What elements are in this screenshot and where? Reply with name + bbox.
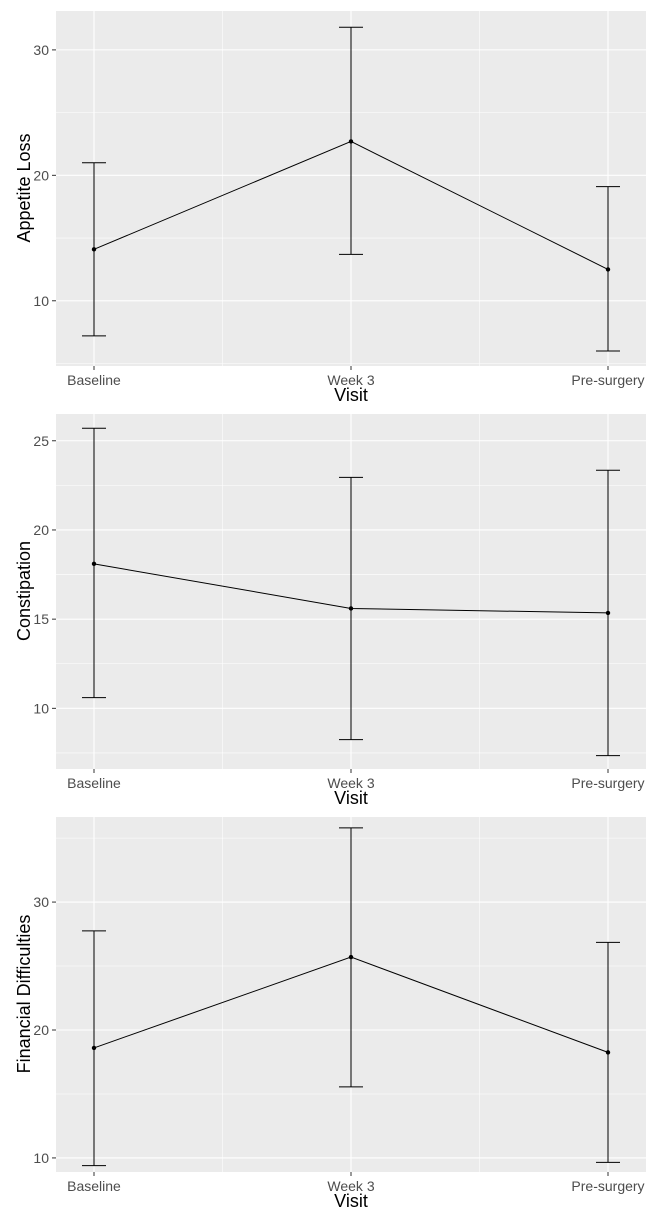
axis-ticks xyxy=(52,49,609,370)
y-tick-label: 15 xyxy=(33,611,49,627)
data-point xyxy=(348,606,354,611)
data-point xyxy=(605,1050,611,1055)
x-tick-labels: Baseline Week 3 Pre-surgery xyxy=(67,1178,644,1194)
y-tick-label: 30 xyxy=(33,42,49,58)
data-points xyxy=(91,139,611,272)
axis-ticks xyxy=(52,440,609,773)
x-tick-label: Pre-surgery xyxy=(571,775,644,791)
y-tick-labels: 10 15 20 25 xyxy=(33,433,49,717)
y-tick-label: 10 xyxy=(33,293,49,309)
data-points xyxy=(91,561,611,616)
y-tick-label: 30 xyxy=(33,894,49,910)
x-tick-labels: Baseline Week 3 Pre-surgery xyxy=(67,372,644,388)
error-bars xyxy=(82,26,620,352)
data-point xyxy=(348,954,354,960)
y-tick-labels: 10 20 30 xyxy=(33,894,49,1166)
data-point xyxy=(91,1045,97,1051)
data-point xyxy=(91,247,97,252)
y-tick-label: 10 xyxy=(33,700,49,716)
appetite-loss-chart: 10 20 30 Baseline Week 3 Pre-surgery Visit A… xyxy=(14,11,646,403)
y-axis-title: Financial Difficulties xyxy=(14,915,34,1074)
financial-difficulties-chart: 10 20 30 Baseline Week 3 Pre-surgery Visit F… xyxy=(14,817,646,1209)
data-point xyxy=(348,139,354,144)
x-axis-title: Visit xyxy=(334,1191,368,1209)
y-tick-label: 20 xyxy=(33,167,49,183)
x-axis-title: Visit xyxy=(334,385,368,403)
x-tick-label: Pre-surgery xyxy=(571,1178,644,1194)
x-tick-label: Baseline xyxy=(67,775,121,791)
y-axis-title: Constipation xyxy=(14,541,34,641)
x-tick-label: Week 3 xyxy=(327,372,374,388)
x-tick-label: Pre-surgery xyxy=(571,372,644,388)
x-tick-label: Baseline xyxy=(67,1178,121,1194)
x-tick-labels: Baseline Week 3 Pre-surgery xyxy=(67,775,644,791)
y-tick-label: 10 xyxy=(33,1150,49,1166)
y-tick-label: 20 xyxy=(33,522,49,538)
y-tick-label: 25 xyxy=(33,433,49,449)
data-point xyxy=(605,610,611,616)
x-tick-label: Week 3 xyxy=(327,1178,374,1194)
data-point xyxy=(605,267,611,272)
data-point xyxy=(91,561,97,567)
y-tick-labels: 10 20 30 xyxy=(33,42,49,309)
x-tick-label: Week 3 xyxy=(327,775,374,791)
x-tick-label: Baseline xyxy=(67,372,121,388)
constipation-chart: 10 15 20 25 Baseline Week 3 Pre-surgery Visit… xyxy=(14,414,646,806)
y-axis-title: Appetite Loss xyxy=(14,133,34,242)
x-axis-title: Visit xyxy=(334,788,368,806)
axis-ticks xyxy=(52,901,609,1176)
data-points xyxy=(91,954,611,1055)
y-tick-label: 20 xyxy=(33,1022,49,1038)
